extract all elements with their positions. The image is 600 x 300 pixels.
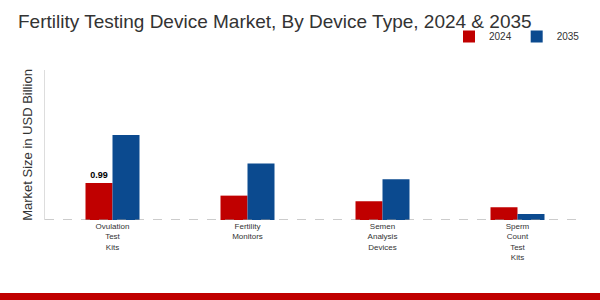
svg-text:OvulationTestKits: OvulationTestKits — [96, 222, 130, 252]
svg-text:0.99: 0.99 — [90, 170, 108, 180]
svg-text:SpermCountTestKits: SpermCountTestKits — [506, 222, 530, 262]
svg-text:2024: 2024 — [489, 31, 512, 42]
svg-text:Market Size in USD Billion: Market Size in USD Billion — [20, 69, 35, 221]
svg-text:FertilityMonitors: FertilityMonitors — [232, 222, 263, 241]
svg-text:Fertility Testing Device Marke: Fertility Testing Device Market, By Devi… — [18, 11, 532, 32]
svg-text:SemenAnalysisDevices: SemenAnalysisDevices — [368, 222, 398, 252]
svg-text:2035: 2035 — [557, 31, 580, 42]
